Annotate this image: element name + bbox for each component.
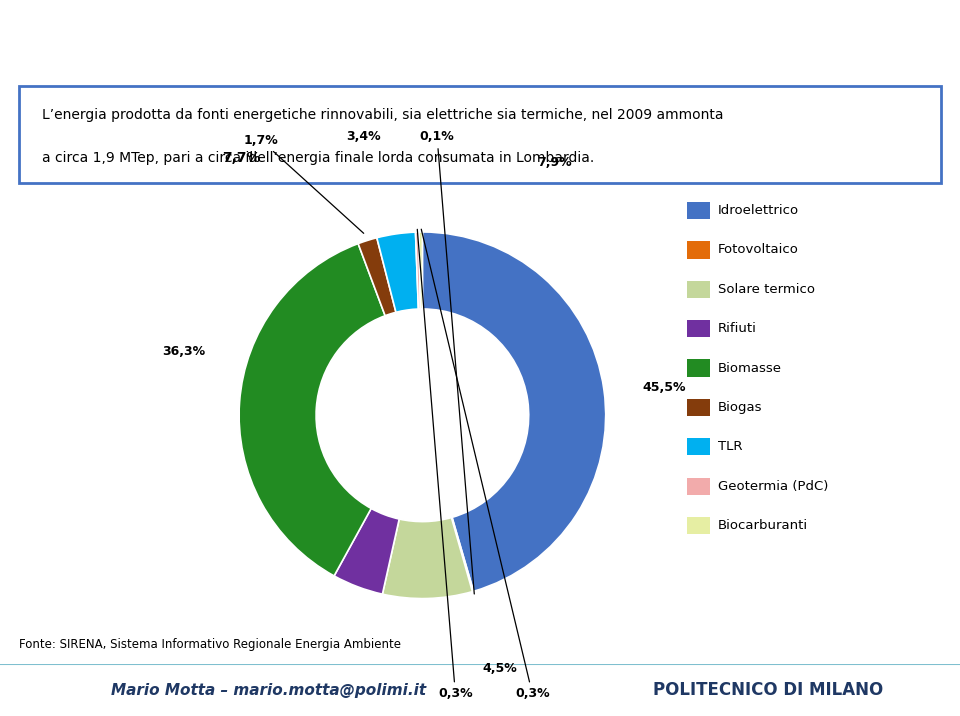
FancyBboxPatch shape	[19, 86, 941, 183]
Wedge shape	[419, 232, 422, 309]
Text: 7,7%: 7,7%	[223, 151, 261, 165]
Wedge shape	[334, 508, 399, 594]
Text: Fotovoltaico: Fotovoltaico	[718, 243, 799, 256]
Text: a circa 1,9 MTep, pari a circa il: a circa 1,9 MTep, pari a circa il	[42, 151, 258, 165]
Text: Biomasse: Biomasse	[718, 362, 781, 374]
Text: 7,7%: 7,7%	[50, 276, 128, 305]
Text: Biogas: Biogas	[718, 401, 762, 414]
Text: Rifiuti: Rifiuti	[718, 322, 756, 335]
Wedge shape	[422, 232, 606, 591]
Text: L’energia prodotta da fonti energetiche rinnovabili, sia elettriche sia termiche: L’energia prodotta da fonti energetiche …	[42, 108, 724, 122]
Text: 3,4%: 3,4%	[347, 130, 381, 143]
Text: Solare termico: Solare termico	[718, 283, 815, 296]
Wedge shape	[377, 232, 419, 312]
Wedge shape	[451, 518, 473, 591]
Wedge shape	[382, 518, 472, 599]
Text: 0,3%: 0,3%	[418, 229, 472, 700]
Text: Idroelettrico: Idroelettrico	[718, 204, 799, 217]
Bar	[686, 399, 710, 416]
Text: 0,1%: 0,1%	[420, 130, 474, 594]
Bar	[686, 359, 710, 377]
Wedge shape	[239, 243, 385, 576]
Wedge shape	[358, 238, 396, 316]
Bar	[686, 202, 710, 219]
Wedge shape	[416, 232, 420, 309]
Text: 45,5%: 45,5%	[642, 382, 686, 395]
Bar	[686, 241, 710, 258]
Text: TLR: TLR	[718, 440, 742, 453]
Text: 4,5%: 4,5%	[482, 662, 516, 674]
Text: 36,3%: 36,3%	[162, 344, 205, 357]
Text: Mario Motta – mario.motta@polimi.it: Mario Motta – mario.motta@polimi.it	[111, 683, 426, 697]
Text: Fonte: SIRENA, Sistema Informativo Regionale Energia Ambiente: Fonte: SIRENA, Sistema Informativo Regio…	[19, 638, 401, 652]
Text: dei consumi: dei consumi	[35, 321, 143, 340]
Text: FONTI RINOVABILI RIPARTIZIONE FONTI: FONTI RINOVABILI RIPARTIZIONE FONTI	[251, 36, 709, 56]
Text: dell’energia finale lorda consumata in Lombardia.: dell’energia finale lorda consumata in L…	[244, 151, 594, 165]
Text: POLITECNICO DI MILANO: POLITECNICO DI MILANO	[653, 681, 883, 700]
Text: 7,9%: 7,9%	[537, 156, 572, 169]
Bar	[686, 281, 710, 298]
Bar	[686, 320, 710, 337]
Text: Geotermia (PdC): Geotermia (PdC)	[718, 480, 828, 493]
Bar	[686, 478, 710, 495]
Text: 0,3%: 0,3%	[421, 229, 550, 700]
Bar	[686, 517, 710, 534]
Text: Biocarburanti: Biocarburanti	[718, 519, 808, 532]
Text: energetici: energetici	[43, 359, 134, 377]
Bar	[686, 438, 710, 455]
Text: 1,7%: 1,7%	[244, 134, 364, 233]
